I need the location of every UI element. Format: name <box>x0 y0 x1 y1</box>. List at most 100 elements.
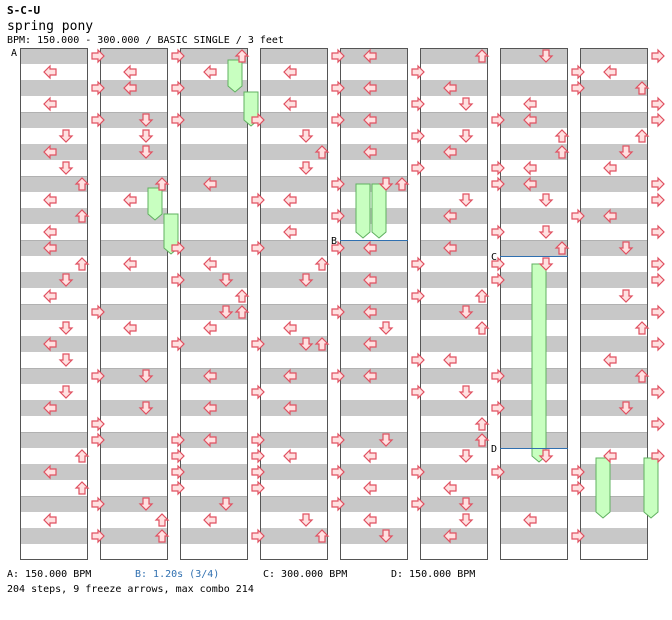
stripe <box>260 528 328 544</box>
left-arrow-icon <box>523 96 537 112</box>
right-arrow-icon <box>251 240 265 256</box>
right-arrow-icon <box>251 528 265 544</box>
left-arrow-icon <box>443 480 457 496</box>
down-arrow-icon <box>138 369 154 383</box>
down-arrow-icon <box>618 289 634 303</box>
right-arrow-icon <box>411 64 425 80</box>
down-arrow-icon <box>58 161 74 175</box>
right-arrow-icon <box>171 48 185 64</box>
down-arrow-icon <box>538 257 554 271</box>
stripe <box>180 336 248 352</box>
legend-c: C: 300.000 BPM <box>263 569 348 580</box>
left-arrow-icon <box>443 144 457 160</box>
stripe <box>580 432 648 448</box>
stripe <box>100 272 168 288</box>
stripe <box>580 304 648 320</box>
right-arrow-icon <box>491 176 505 192</box>
down-arrow-icon <box>538 193 554 207</box>
left-arrow-icon <box>363 272 377 288</box>
stripe <box>100 496 168 512</box>
down-arrow-icon <box>458 385 474 399</box>
right-arrow-icon <box>251 336 265 352</box>
stripe <box>580 272 648 288</box>
right-arrow-icon <box>91 496 105 512</box>
chart-title: S-C-U <box>7 4 41 17</box>
down-arrow-icon <box>618 401 634 415</box>
right-arrow-icon <box>571 80 585 96</box>
stripe <box>260 304 328 320</box>
right-arrow-icon <box>411 288 425 304</box>
right-arrow-icon <box>331 240 345 256</box>
stripe <box>100 240 168 256</box>
left-arrow-icon <box>203 512 217 528</box>
up-arrow-icon <box>474 49 490 63</box>
up-arrow-icon <box>314 257 330 271</box>
right-arrow-icon <box>651 384 665 400</box>
right-arrow-icon <box>491 224 505 240</box>
stripe <box>420 336 488 352</box>
left-arrow-icon <box>203 176 217 192</box>
right-arrow-icon <box>331 304 345 320</box>
left-arrow-icon <box>43 96 57 112</box>
stripe <box>500 240 568 256</box>
stripe <box>180 464 248 480</box>
right-arrow-icon <box>571 528 585 544</box>
up-arrow-icon <box>474 289 490 303</box>
right-arrow-icon <box>411 352 425 368</box>
freeze-arrow <box>595 457 611 519</box>
right-arrow-icon <box>171 448 185 464</box>
down-arrow-icon <box>298 337 314 351</box>
right-arrow-icon <box>651 224 665 240</box>
right-arrow-icon <box>571 464 585 480</box>
legend-d: D: 150.000 BPM <box>391 569 476 580</box>
left-arrow-icon <box>523 112 537 128</box>
stripe <box>500 528 568 544</box>
up-arrow-icon <box>634 369 650 383</box>
marker-c: C <box>491 252 497 263</box>
stripe <box>100 368 168 384</box>
left-arrow-icon <box>603 64 617 80</box>
stripe <box>260 112 328 128</box>
up-arrow-icon <box>554 241 570 255</box>
up-arrow-icon <box>74 257 90 271</box>
right-arrow-icon <box>491 112 505 128</box>
up-arrow-icon <box>74 177 90 191</box>
stripe <box>580 400 648 416</box>
down-arrow-icon <box>458 193 474 207</box>
stripe <box>500 208 568 224</box>
chart-stats: 204 steps, 9 freeze arrows, max combo 21… <box>7 584 254 595</box>
left-arrow-icon <box>283 448 297 464</box>
up-arrow-icon <box>74 209 90 223</box>
stripe <box>20 208 88 224</box>
stripe <box>20 368 88 384</box>
right-arrow-icon <box>331 176 345 192</box>
right-arrow-icon <box>91 432 105 448</box>
up-arrow-icon <box>554 129 570 143</box>
left-arrow-icon <box>203 256 217 272</box>
left-arrow-icon <box>363 304 377 320</box>
left-arrow-icon <box>123 320 137 336</box>
right-arrow-icon <box>651 304 665 320</box>
stripe <box>340 528 408 544</box>
stripe <box>100 304 168 320</box>
left-arrow-icon <box>283 400 297 416</box>
right-arrow-icon <box>411 128 425 144</box>
down-arrow-icon <box>458 305 474 319</box>
right-arrow-icon <box>651 272 665 288</box>
right-arrow-icon <box>251 480 265 496</box>
stripe <box>180 208 248 224</box>
down-arrow-icon <box>138 497 154 511</box>
stripe <box>420 432 488 448</box>
down-arrow-icon <box>458 497 474 511</box>
left-arrow-icon <box>123 192 137 208</box>
stripe <box>260 432 328 448</box>
stripe <box>180 240 248 256</box>
up-arrow-icon <box>634 321 650 335</box>
right-arrow-icon <box>251 432 265 448</box>
right-arrow-icon <box>651 416 665 432</box>
left-arrow-icon <box>203 432 217 448</box>
left-arrow-icon <box>203 64 217 80</box>
right-arrow-icon <box>331 48 345 64</box>
stripe <box>580 464 648 480</box>
stripe <box>100 336 168 352</box>
